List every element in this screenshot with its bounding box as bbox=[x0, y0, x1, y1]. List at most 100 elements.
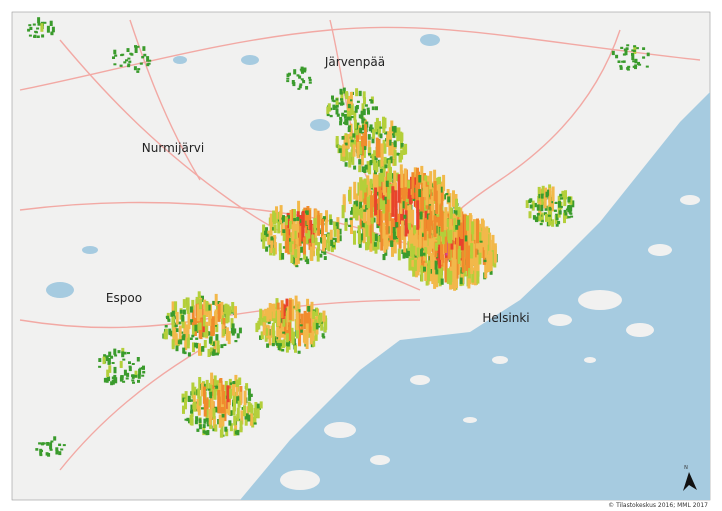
population-bar bbox=[286, 213, 290, 236]
population-bar bbox=[134, 45, 137, 48]
population-bar bbox=[184, 418, 188, 421]
population-bar bbox=[324, 219, 328, 233]
population-bar bbox=[108, 365, 112, 373]
population-bar bbox=[313, 221, 317, 233]
population-bar bbox=[282, 229, 286, 233]
population-bar bbox=[570, 215, 574, 218]
population-bar bbox=[371, 153, 375, 164]
population-bar bbox=[106, 369, 110, 377]
population-bar bbox=[203, 431, 207, 434]
population-bar bbox=[429, 182, 433, 204]
population-bar bbox=[198, 377, 202, 389]
population-bar bbox=[122, 358, 126, 361]
population-bar bbox=[384, 131, 388, 135]
population-bar bbox=[343, 114, 347, 119]
population-bar bbox=[407, 241, 411, 251]
population-bar bbox=[232, 391, 236, 403]
population-bar bbox=[212, 349, 216, 354]
population-bar bbox=[467, 269, 471, 289]
population-bar bbox=[428, 231, 432, 247]
population-bar bbox=[372, 129, 376, 139]
population-bar bbox=[397, 174, 401, 203]
population-bar bbox=[246, 406, 250, 420]
population-bar bbox=[353, 119, 357, 129]
population-bar bbox=[441, 230, 445, 245]
population-bar bbox=[227, 402, 231, 416]
population-bar bbox=[384, 196, 388, 205]
population-bar bbox=[114, 54, 118, 57]
population-bar bbox=[363, 169, 367, 173]
population-bar bbox=[296, 216, 300, 221]
population-bar bbox=[192, 342, 195, 353]
population-bar bbox=[210, 395, 214, 410]
population-bar bbox=[631, 49, 635, 52]
population-bar bbox=[442, 174, 446, 192]
population-bar bbox=[236, 414, 240, 422]
population-bar bbox=[321, 333, 325, 337]
population-bar bbox=[303, 250, 307, 260]
population-bar bbox=[305, 210, 308, 214]
population-bar bbox=[440, 278, 444, 285]
population-bar bbox=[348, 189, 351, 202]
population-bar bbox=[383, 156, 387, 165]
population-bar bbox=[139, 62, 143, 65]
population-bar bbox=[413, 259, 417, 271]
population-bar bbox=[356, 141, 360, 159]
population-bar bbox=[359, 177, 363, 191]
population-bar bbox=[341, 205, 345, 219]
population-bar bbox=[299, 83, 303, 86]
population-bar bbox=[113, 366, 117, 374]
population-bar bbox=[440, 234, 444, 260]
population-bar bbox=[476, 254, 480, 277]
population-bar bbox=[184, 337, 188, 351]
population-bar bbox=[410, 243, 414, 257]
population-bar bbox=[394, 190, 398, 220]
population-bar bbox=[347, 126, 351, 132]
population-bar bbox=[626, 68, 630, 71]
population-bar bbox=[245, 383, 249, 391]
population-bar bbox=[233, 415, 237, 426]
population-bar bbox=[287, 215, 290, 219]
population-bar bbox=[297, 313, 301, 335]
population-bar bbox=[28, 24, 32, 27]
population-bar bbox=[392, 129, 395, 136]
population-bar bbox=[375, 161, 379, 173]
population-bar bbox=[388, 127, 392, 142]
population-bar bbox=[545, 213, 548, 222]
population-bar bbox=[538, 209, 542, 222]
population-bar bbox=[363, 97, 366, 105]
population-bar bbox=[293, 230, 297, 239]
population-bar bbox=[312, 310, 316, 319]
population-bar bbox=[202, 424, 206, 428]
population-bar bbox=[120, 377, 124, 380]
population-bar bbox=[294, 345, 297, 353]
population-bar bbox=[423, 217, 427, 241]
population-bar bbox=[449, 207, 453, 219]
population-bar bbox=[306, 312, 310, 330]
population-bar bbox=[631, 53, 634, 56]
population-bar bbox=[120, 54, 124, 57]
population-bar bbox=[40, 449, 43, 452]
population-bar bbox=[379, 198, 383, 210]
lakes bbox=[46, 34, 440, 298]
population-bar bbox=[185, 324, 189, 341]
population-bar bbox=[425, 186, 429, 206]
population-bar bbox=[244, 414, 248, 420]
population-bar bbox=[548, 205, 552, 209]
population-bar bbox=[394, 236, 398, 240]
population-bar bbox=[191, 390, 195, 399]
population-bar bbox=[348, 224, 352, 227]
population-bar bbox=[315, 307, 318, 316]
population-bar bbox=[218, 382, 222, 397]
population-bar bbox=[617, 60, 621, 63]
population-bar bbox=[627, 65, 631, 68]
population-bar bbox=[254, 402, 258, 411]
population-bar bbox=[220, 344, 224, 349]
population-bar bbox=[205, 379, 209, 390]
population-bar bbox=[32, 23, 36, 26]
population-bar bbox=[540, 195, 544, 206]
population-bar bbox=[214, 309, 218, 325]
population-bar bbox=[380, 152, 384, 167]
population-bar bbox=[631, 53, 635, 61]
population-bar bbox=[198, 322, 202, 330]
